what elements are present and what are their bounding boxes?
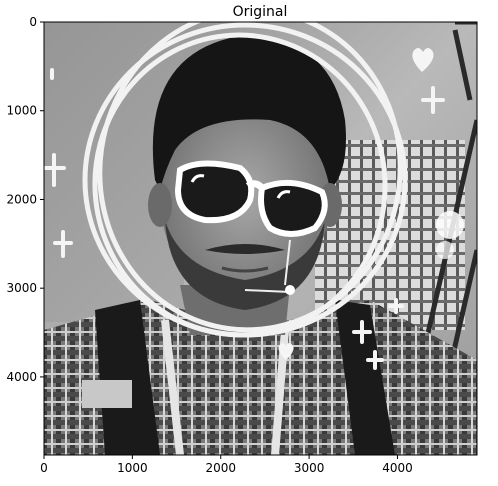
- sunglasses: [174, 160, 328, 237]
- bag-strap-right: [335, 300, 395, 455]
- badge: [82, 380, 132, 408]
- x-tick-label: 4000: [382, 461, 413, 475]
- x-tick-label: 3000: [294, 461, 325, 475]
- heart-icon-small: [278, 343, 294, 360]
- y-tick-label: 3000: [6, 281, 37, 295]
- x-axis: 0 1000 2000 3000 4000: [40, 455, 413, 475]
- hair: [152, 37, 346, 190]
- axes-frame: [43, 21, 478, 456]
- y-tick-label: 4000: [6, 370, 37, 384]
- y-tick-label: 0: [29, 15, 37, 29]
- y-tick-label: 1000: [6, 104, 37, 118]
- heart-icon: [412, 48, 434, 72]
- doodle-circles: [82, 22, 408, 338]
- y-axis: 0 1000 2000 3000 4000: [6, 15, 44, 384]
- beard: [165, 220, 325, 310]
- figure-title: Original: [233, 4, 288, 20]
- sparkle-icons: [44, 68, 445, 370]
- x-tick-label: 2000: [205, 461, 236, 475]
- x-tick-label: 1000: [117, 461, 148, 475]
- y-tick-label: 2000: [6, 192, 37, 206]
- image-area: [44, 22, 477, 455]
- bag-strap-left: [95, 300, 160, 455]
- x-tick-label: 0: [40, 461, 48, 475]
